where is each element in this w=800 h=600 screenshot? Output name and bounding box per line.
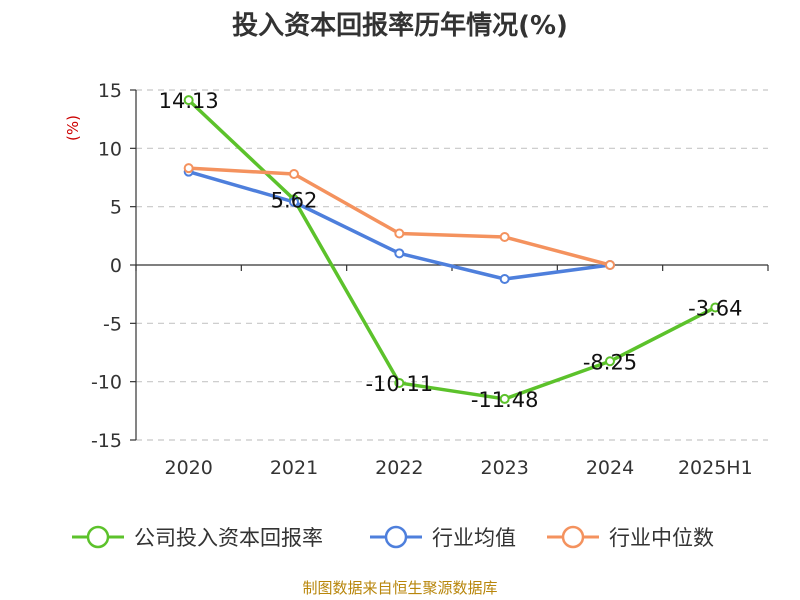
series-marker-2: [605, 260, 615, 270]
x-tick-label: 2020: [164, 457, 212, 479]
x-tick-label: 2023: [480, 457, 528, 479]
y-axis-unit-label: (%): [64, 115, 82, 141]
legend-marker-0: [86, 525, 110, 549]
legend-label-2: 行业中位数: [609, 526, 714, 550]
y-tick-label: 0: [110, 255, 122, 277]
series-marker-1: [499, 274, 510, 284]
y-tick-label: 10: [98, 138, 122, 160]
legend-marker-2: [561, 525, 585, 549]
y-tick-label: 5: [110, 197, 122, 219]
data-label: -10.11: [365, 372, 433, 396]
series-marker-0: [183, 95, 194, 106]
series-marker-2: [289, 169, 299, 179]
series-marker-1: [289, 197, 299, 207]
y-tick-label: 15: [98, 80, 122, 102]
series-marker-0: [605, 356, 615, 367]
x-tick-label: 2022: [375, 457, 423, 479]
data-label: -8.25: [583, 350, 637, 374]
data-label: 5.62: [271, 188, 318, 212]
legend: 公司投入资本回报率 行业均值 行业中位数: [72, 525, 714, 550]
y-tick-label: -5: [103, 313, 122, 335]
chart-title: 投入资本回报率历年情况(%): [232, 10, 568, 41]
series-line-0: [186, 98, 718, 401]
series-marker-0: [394, 377, 405, 388]
x-tick-label: 2021: [270, 457, 318, 479]
data-label: -3.64: [688, 296, 742, 320]
series-marker-2: [183, 163, 194, 174]
data-labels: 14.13 5.62 -10.11 -11.48 -8.25 -3.64: [159, 89, 743, 412]
x-tick-label: 2025H1: [678, 457, 753, 479]
data-label: -11.48: [471, 388, 539, 412]
series-marker-1: [394, 248, 405, 259]
series-line-1: [186, 169, 612, 281]
series-markers: [183, 95, 721, 404]
series-marker-0: [710, 302, 721, 313]
source-note: 制图数据来自恒生聚源数据库: [302, 579, 497, 597]
legend-label-0: 公司投入资本回报率: [134, 526, 323, 550]
axes: 15 10 5 0 -5 -10 -15 2020 2021 2022 2023 2024 2025H1: [91, 80, 769, 479]
y-tick-label: -10: [91, 372, 122, 394]
legend-marker-1: [384, 525, 408, 549]
x-tick-label: 2024: [586, 457, 634, 479]
y-tick-label: -15: [91, 430, 122, 452]
series-marker-2: [394, 228, 405, 239]
legend-label-1: 行业均值: [432, 526, 516, 550]
series-marker-2: [499, 232, 510, 242]
data-label: 14.13: [159, 89, 219, 113]
series-marker-0: [499, 393, 510, 404]
